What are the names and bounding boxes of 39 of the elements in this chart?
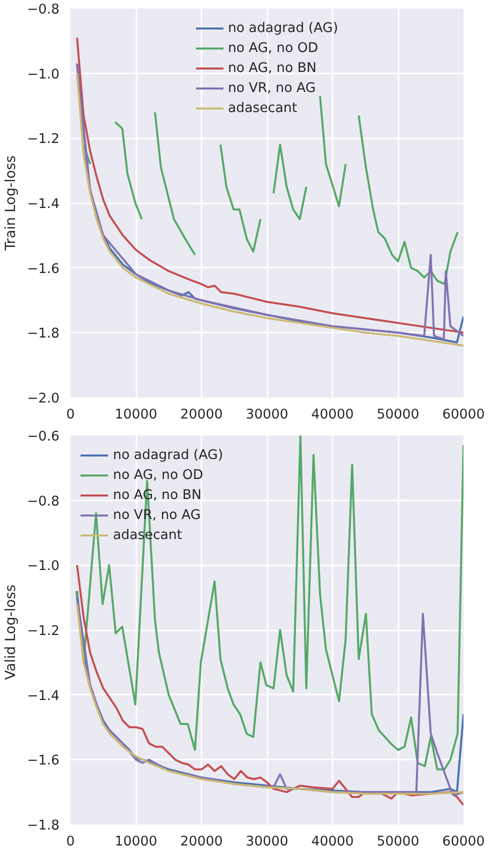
x-tick-label: 30000 [246,408,288,422]
y-tick-label: −0.6 [27,430,60,444]
y-tick-label: −1.8 [27,326,60,342]
legend-label: no AG, no OD [113,468,204,482]
y-axis-title: Train Log-loss [3,155,20,252]
y-tick-label: −1.2 [27,624,60,639]
line-series [76,564,464,806]
x-tick-label: 20000 [180,408,223,422]
y-tick-label: −1.6 [27,262,60,277]
y-tick-label: −2.0 [27,392,60,406]
y-tick-label: −1.4 [27,197,60,212]
y-tick-label: −1.0 [27,67,60,82]
legend-label: no adagrad (AG) [228,20,338,36]
x-tick-label: 10000 [114,834,158,850]
x-tick-label: 50000 [376,834,420,850]
x-tick-label: 50000 [376,408,420,422]
x-tick-label: 60000 [442,408,485,422]
x-tick-label: 60000 [442,834,485,850]
line-series [75,436,464,770]
y-axis-title: Valid Log-loss [3,584,20,680]
x-tick-label: 30000 [246,834,288,850]
x-tick-label: 0 [66,834,75,850]
legend-label: no AG, no BN [228,60,316,76]
legend-label: no AG, no OD [228,40,318,56]
x-tick-label: 40000 [311,834,354,850]
legend-label: no VR, no AG [228,80,316,96]
y-tick-label: −0.8 [27,494,60,510]
x-tick-label: 0 [66,408,75,422]
y-tick-label: −1.0 [27,559,60,574]
legend-label: adasecant [228,100,298,116]
x-tick-label: 20000 [180,834,223,850]
x-tick-label: 10000 [114,408,158,422]
y-tick-label: −0.8 [27,2,60,18]
y-tick-label: −1.8 [27,818,60,834]
y-tick-label: −1.4 [27,688,60,704]
y-tick-label: −1.2 [27,132,60,148]
y-tick-label: −1.6 [27,754,60,769]
x-tick-label: 40000 [311,408,354,422]
legend-label: no adagrad (AG) [113,448,224,462]
